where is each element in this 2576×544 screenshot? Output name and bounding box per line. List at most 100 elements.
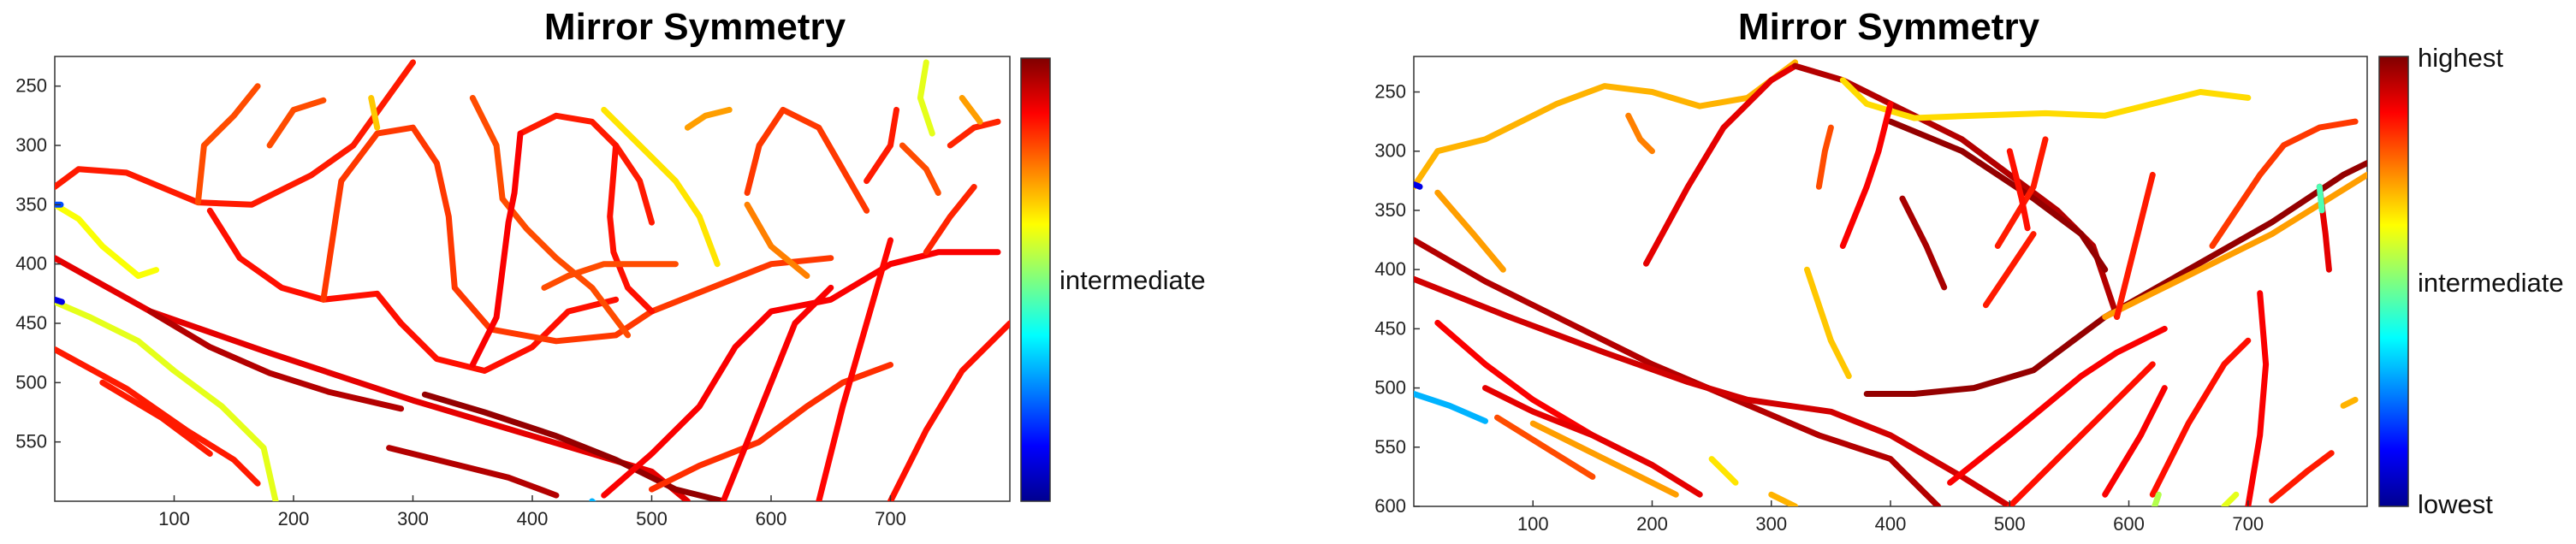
left-x-tick-label: 500 xyxy=(636,508,668,529)
left-symmetry-trace-3 xyxy=(55,299,279,501)
right-symmetry-trace-33 xyxy=(2316,183,2325,214)
right-symmetry-trace-29 xyxy=(2149,337,2252,498)
right-symmetry-trace-12 xyxy=(1792,62,2121,320)
left-symmetry-trace-16 xyxy=(607,142,655,315)
right-symmetry-trace-10 xyxy=(1643,62,1799,267)
left-symmetry-trace-26 xyxy=(720,284,834,501)
right-symmetry-trace-18 xyxy=(1899,195,1948,291)
left-symmetry-trace-6 xyxy=(55,201,160,279)
left-symmetry-trace-22 xyxy=(421,391,727,501)
right-symmetry-trace-27 xyxy=(2006,361,2156,506)
left-y-tick-label: 550 xyxy=(15,431,47,452)
right-colorbar: highest intermediate lowest xyxy=(2378,43,2564,519)
right-symmetry-trace-15 xyxy=(1839,100,1894,249)
right-symmetry-trace-34 xyxy=(1708,456,1739,486)
right-symmetry-trace-28 xyxy=(2102,385,2168,498)
left-colorbar-mid-label: intermediate xyxy=(1059,265,1206,295)
right-symmetry-trace-21 xyxy=(1982,231,2037,309)
right-x-tick-label: 300 xyxy=(1755,513,1787,535)
left-symmetry-trace-17 xyxy=(601,106,721,268)
right-panel: Mirror Symmetry 100 200 300 400 500 600 700 25… xyxy=(1374,6,2563,535)
left-chart-title: Mirror Symmetry xyxy=(544,6,846,48)
left-x-tick-label: 700 xyxy=(875,508,906,529)
left-x-tick-label: 300 xyxy=(397,508,429,529)
right-y-ticks: 250 300 350 400 450 500 550 600 xyxy=(1374,81,1420,517)
left-x-tick-label: 200 xyxy=(278,508,310,529)
right-symmetry-trace-2 xyxy=(1414,275,2013,506)
left-y-tick-label: 400 xyxy=(15,253,47,275)
left-symmetry-trace-27 xyxy=(816,237,893,501)
left-panel: Mirror Symmetry 100 200 300 400 500 600 700 25… xyxy=(15,6,1205,529)
right-symmetry-trace-39 xyxy=(1414,181,1423,190)
right-symmetry-trace-16 xyxy=(1804,266,1852,380)
right-symmetry-trace-25 xyxy=(2209,118,2359,249)
right-symmetry-trace-31 xyxy=(2269,450,2335,504)
right-symmetry-trace-35 xyxy=(1768,491,1799,506)
right-symmetry-trace-20 xyxy=(2006,148,2031,232)
left-x-tick-label: 100 xyxy=(158,508,190,529)
left-symmetry-trace-15 xyxy=(469,130,524,368)
right-y-tick-label: 500 xyxy=(1374,377,1406,399)
left-symmetry-trace-11 xyxy=(320,124,834,345)
right-y-tick-label: 600 xyxy=(1374,495,1406,517)
right-y-tick-label: 250 xyxy=(1374,81,1406,103)
right-y-tick-label: 300 xyxy=(1374,140,1406,162)
left-symmetry-trace-20 xyxy=(744,201,810,279)
right-symmetry-trace-30 xyxy=(2245,290,2270,506)
right-symmetry-trace-8 xyxy=(1414,59,1799,190)
right-colorbar-mid-label: intermediate xyxy=(2418,268,2564,298)
right-x-tick-label: 200 xyxy=(1636,513,1668,535)
left-symmetry-trace-33 xyxy=(923,184,977,256)
right-colorbar-top-label: highest xyxy=(2418,43,2503,73)
left-symmetry-trace-12 xyxy=(368,95,381,131)
right-y-tick-label: 550 xyxy=(1374,436,1406,458)
right-symmetry-trace-7 xyxy=(1529,420,1679,498)
right-y-tick-label: 350 xyxy=(1374,199,1406,221)
left-symmetry-trace-31 xyxy=(959,95,983,125)
left-colorbar: intermediate xyxy=(1020,57,1206,502)
right-colorbar-gradient xyxy=(2378,56,2409,507)
left-x-tick-label: 600 xyxy=(756,508,787,529)
right-symmetry-trace-37 xyxy=(2221,491,2240,506)
left-symmetry-trace-24 xyxy=(601,249,1001,499)
left-symmetry-trace-34 xyxy=(917,59,935,137)
left-symmetry-trace-28 xyxy=(887,320,1010,501)
right-x-tick-label: 600 xyxy=(2113,513,2145,535)
left-symmetry-trace-13 xyxy=(469,95,632,339)
right-symmetry-trace-23 xyxy=(2102,171,2367,320)
left-y-tick-label: 500 xyxy=(15,371,47,393)
right-symmetry-trace-4 xyxy=(1482,385,1703,498)
left-symmetry-trace-32 xyxy=(864,106,899,185)
left-symmetry-trace-4 xyxy=(99,379,213,457)
left-symmetry-trace-23 xyxy=(386,445,560,499)
left-symmetry-trace-10 xyxy=(206,207,620,374)
left-y-tick-label: 250 xyxy=(15,75,47,97)
right-symmetry-trace-13 xyxy=(1839,77,2252,121)
right-x-tick-label: 700 xyxy=(2232,513,2264,535)
right-symmetry-trace-11 xyxy=(1625,112,1655,155)
left-symmetry-trace-36 xyxy=(55,296,65,305)
left-y-tick-label: 450 xyxy=(15,312,47,334)
right-symmetry-trace-9 xyxy=(1434,189,1506,273)
right-symmetry-trace-24 xyxy=(2114,171,2156,320)
right-colorbar-bottom-label: lowest xyxy=(2418,489,2493,519)
right-symmetry-trace-5 xyxy=(1414,391,1488,424)
right-x-tick-label: 400 xyxy=(1875,513,1907,535)
right-y-tick-label: 450 xyxy=(1374,317,1406,339)
left-symmetry-trace-5 xyxy=(147,308,405,412)
left-symmetry-trace-7 xyxy=(55,59,416,208)
right-x-tick-label: 100 xyxy=(1517,513,1549,535)
left-symmetry-trace-8 xyxy=(194,83,261,206)
left-symmetry-trace-14 xyxy=(517,112,655,226)
left-symmetry-trace-2 xyxy=(55,346,261,487)
left-colorbar-gradient xyxy=(1020,57,1051,502)
left-symmetry-trace-9 xyxy=(266,97,327,149)
right-symmetry-trace-6 xyxy=(1494,414,1596,480)
left-x-tick-label: 400 xyxy=(517,508,549,529)
left-symmetry-trace-19 xyxy=(744,106,870,214)
right-x-tick-label: 500 xyxy=(1994,513,2026,535)
right-y-tick-label: 400 xyxy=(1374,258,1406,280)
right-symmetry-trace-19 xyxy=(1994,136,2049,249)
right-chart-title: Mirror Symmetry xyxy=(1738,6,2040,48)
